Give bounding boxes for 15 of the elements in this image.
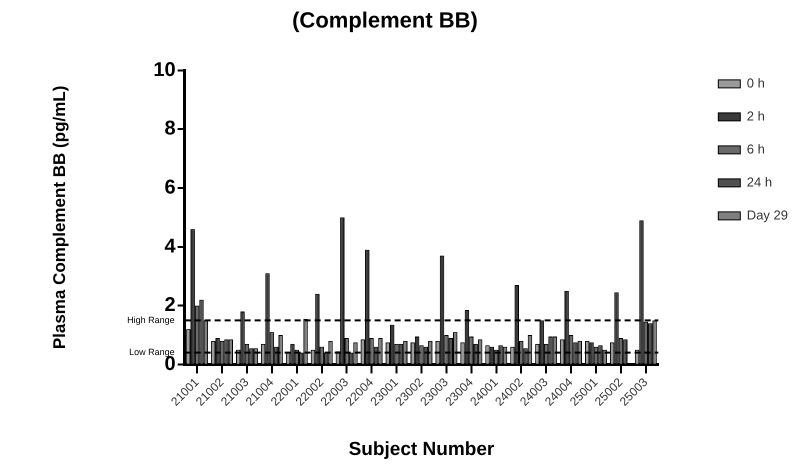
y-tick-label: 4 xyxy=(164,235,177,258)
y-tick-label: 10 xyxy=(153,58,176,81)
ref-line-label: High Range xyxy=(127,314,175,325)
y-tick-label: 8 xyxy=(164,118,176,140)
y-tick-label: 6 xyxy=(164,176,176,199)
legend-label: Day 29 xyxy=(746,207,788,222)
chart-title: (Complement BB) xyxy=(292,7,478,32)
y-tick-label: 2 xyxy=(164,294,176,316)
y-axis-title: Plasma Complement BB (pg/mL) xyxy=(50,86,69,350)
x-axis-title: Subject Number xyxy=(348,438,495,460)
legend-label: 0 h xyxy=(746,75,765,90)
ref-line-label: Low Range xyxy=(129,347,175,358)
legend-label: 6 h xyxy=(746,141,765,156)
legend-label: 2 h xyxy=(746,108,765,124)
legend-label: 24 h xyxy=(746,174,772,190)
